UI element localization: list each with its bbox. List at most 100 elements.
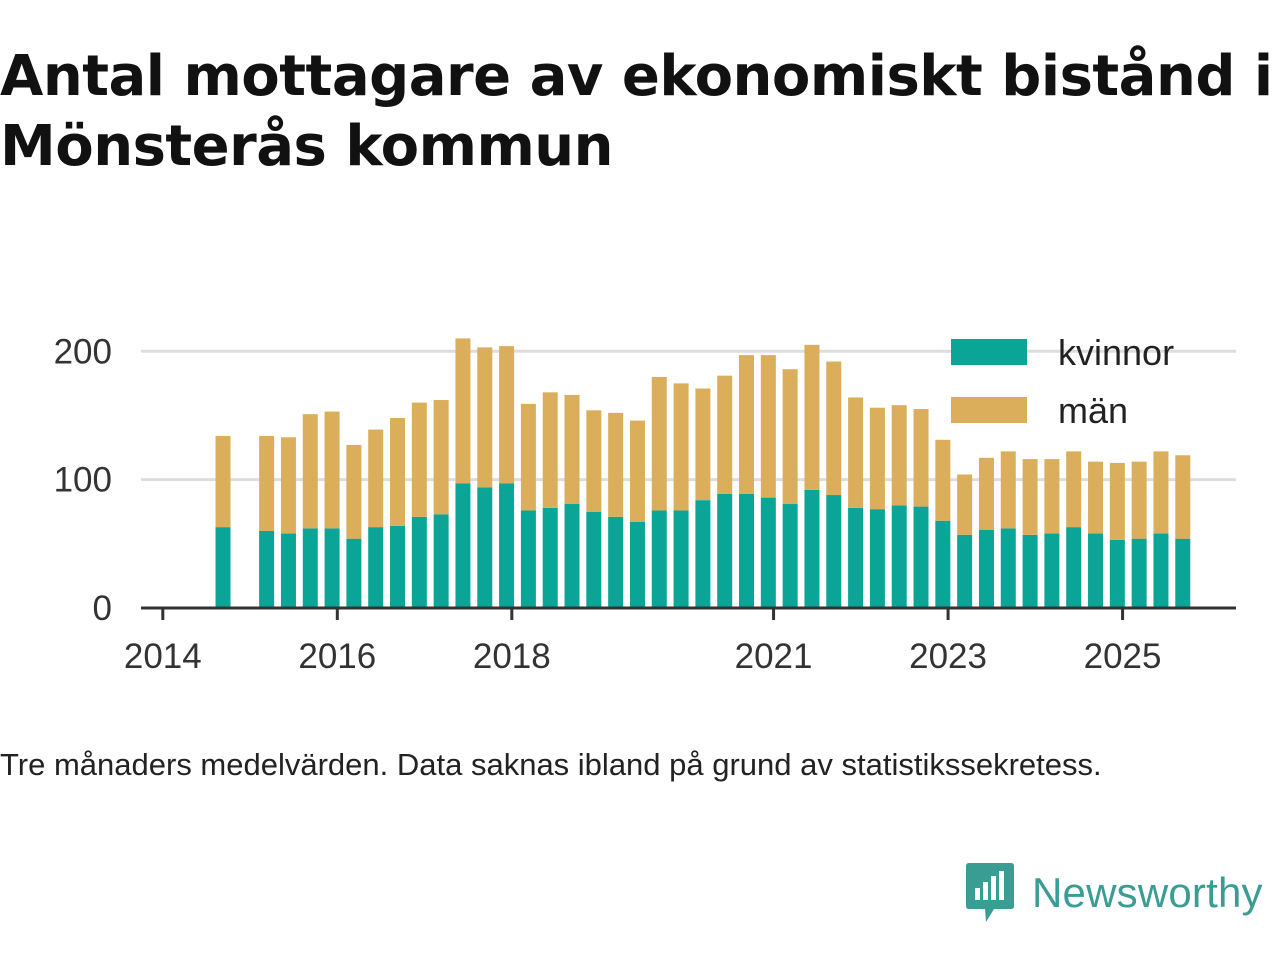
bar-kvinnor	[782, 504, 798, 608]
bar-man	[324, 411, 340, 529]
bar-man	[1000, 451, 1016, 529]
bar-kvinnor	[1044, 533, 1060, 608]
x-tick-label: 2014	[124, 637, 202, 676]
bar-man	[869, 407, 885, 510]
bar-man	[1088, 461, 1104, 534]
bar-kvinnor	[477, 487, 493, 608]
bar-kvinnor	[368, 527, 384, 608]
bar-man	[280, 437, 296, 534]
bar-man	[586, 410, 602, 512]
bar-kvinnor	[978, 529, 994, 608]
bar-kvinnor	[673, 510, 689, 608]
bar-kvinnor	[1066, 527, 1082, 608]
x-tick-label: 2023	[909, 637, 987, 676]
bar-man	[215, 435, 231, 528]
bar-kvinnor	[564, 504, 580, 608]
bar-kvinnor	[259, 530, 275, 608]
bar-kvinnor	[1109, 539, 1125, 608]
x-axis: 2014 2016 2018 2021 2023 2025	[124, 606, 1236, 676]
bar-man	[804, 344, 820, 490]
bar-kvinnor	[913, 506, 929, 608]
bar-man	[1175, 455, 1191, 539]
newsworthy-logo-icon	[966, 863, 1014, 922]
bar-kvinnor	[433, 514, 449, 608]
bar-kvinnor	[499, 483, 515, 608]
bar-man	[913, 409, 929, 507]
brand-logo[interactable]: Newsworthy	[964, 862, 1263, 924]
bar-man	[935, 439, 951, 521]
bar-kvinnor	[826, 495, 842, 608]
legend-label: kvinnor	[1058, 332, 1174, 373]
y-tick-label: 0	[93, 589, 112, 628]
bar-man	[891, 405, 907, 506]
legend-swatch	[951, 397, 1027, 423]
bar-kvinnor	[651, 510, 667, 608]
x-tick-label: 2016	[298, 637, 376, 676]
y-tick-label: 200	[54, 332, 112, 371]
legend-label: män	[1058, 390, 1128, 431]
x-tick-label: 2025	[1084, 637, 1162, 676]
bar-kvinnor	[346, 538, 362, 608]
bar-kvinnor	[1175, 538, 1191, 608]
chart-note: Tre månaders medelvärden. Data saknas ib…	[0, 747, 1102, 782]
bars	[215, 338, 1191, 608]
bar-man	[1066, 451, 1082, 528]
legend: kvinnor män	[951, 332, 1174, 431]
bar-man	[1109, 462, 1125, 540]
bar-kvinnor	[804, 489, 820, 608]
bar-kvinnor	[760, 497, 776, 608]
bar-kvinnor	[957, 534, 973, 608]
bar-man	[1022, 459, 1038, 535]
bar-kvinnor	[739, 493, 755, 608]
bar-man	[1153, 451, 1169, 534]
bar-man	[1131, 461, 1147, 539]
bar-kvinnor	[520, 510, 536, 608]
bar-kvinnor	[390, 525, 406, 608]
bar-man	[259, 435, 275, 531]
bar-man	[433, 400, 449, 515]
bar-kvinnor	[215, 527, 231, 608]
bar-kvinnor	[586, 511, 602, 608]
bar-man	[957, 474, 973, 535]
bar-kvinnor	[695, 500, 711, 608]
bar-kvinnor	[542, 507, 558, 608]
legend-swatch	[951, 339, 1027, 365]
chart-title: Antal mottagare av ekonomiskt bistånd i …	[0, 44, 1273, 179]
x-tick-label: 2021	[735, 637, 813, 676]
bar-man	[368, 429, 384, 528]
bar-kvinnor	[324, 528, 340, 608]
bar-man	[739, 355, 755, 494]
bar-kvinnor	[1153, 533, 1169, 608]
bar-man	[760, 355, 776, 498]
bar-man	[302, 414, 318, 529]
bar-kvinnor	[455, 483, 471, 608]
bar-man	[848, 397, 864, 508]
bar-kvinnor	[280, 533, 296, 608]
bar-kvinnor	[1000, 528, 1016, 608]
bar-kvinnor	[1022, 534, 1038, 608]
bar-kvinnor	[1088, 533, 1104, 608]
bar-man	[782, 369, 798, 505]
bar-man	[717, 375, 733, 494]
bar-man	[390, 418, 406, 526]
x-tick-label: 2018	[473, 637, 551, 676]
bar-man	[978, 457, 994, 530]
bar-kvinnor	[869, 509, 885, 608]
bar-kvinnor	[848, 507, 864, 608]
bar-man	[520, 403, 536, 511]
bar-man	[695, 388, 711, 501]
bar-kvinnor	[891, 505, 907, 608]
bar-man	[1044, 459, 1060, 534]
bar-man	[629, 420, 645, 522]
y-axis: 0 100 200	[54, 332, 112, 628]
bar-man	[411, 402, 427, 517]
bar-man	[477, 347, 493, 488]
bar-chart: 0 100 200 2014 2016 2018 2021 2023 2025 kvinnor…	[54, 332, 1236, 676]
bar-kvinnor	[1131, 538, 1147, 608]
bar-kvinnor	[411, 516, 427, 608]
bar-man	[542, 392, 558, 508]
bar-man	[499, 346, 515, 484]
bar-kvinnor	[608, 516, 624, 608]
bar-man	[564, 394, 580, 505]
bar-kvinnor	[717, 493, 733, 608]
